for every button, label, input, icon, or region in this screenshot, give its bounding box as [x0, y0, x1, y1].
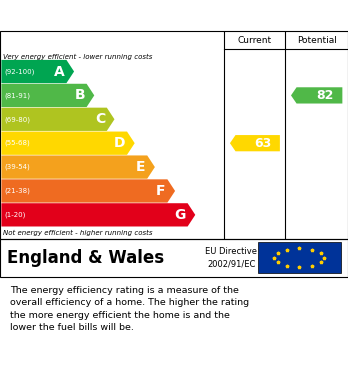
Text: Potential: Potential [297, 36, 337, 45]
Polygon shape [230, 135, 280, 151]
Polygon shape [1, 156, 155, 179]
Text: Very energy efficient - lower running costs: Very energy efficient - lower running co… [3, 54, 153, 60]
Text: C: C [95, 112, 105, 126]
Text: 63: 63 [255, 137, 272, 150]
Text: E: E [136, 160, 145, 174]
Text: F: F [156, 184, 166, 198]
Text: (1-20): (1-20) [4, 212, 25, 218]
Text: D: D [114, 136, 125, 150]
Text: A: A [54, 65, 65, 79]
Bar [258, 242, 341, 273]
Text: England & Wales: England & Wales [7, 249, 164, 267]
Polygon shape [1, 203, 195, 226]
Text: G: G [174, 208, 186, 222]
Polygon shape [1, 108, 114, 131]
Text: B: B [74, 88, 85, 102]
Text: Current: Current [238, 36, 272, 45]
Polygon shape [1, 179, 175, 203]
Text: Energy Efficiency Rating: Energy Efficiency Rating [10, 8, 221, 23]
Text: EU Directive
2002/91/EC: EU Directive 2002/91/EC [205, 247, 258, 268]
Text: (81-91): (81-91) [4, 92, 30, 99]
Polygon shape [1, 60, 74, 83]
Polygon shape [1, 84, 94, 107]
Text: (55-68): (55-68) [4, 140, 30, 147]
Text: (69-80): (69-80) [4, 116, 30, 122]
Polygon shape [1, 131, 135, 155]
Text: 82: 82 [317, 89, 334, 102]
Text: The energy efficiency rating is a measure of the
overall efficiency of a home. T: The energy efficiency rating is a measur… [10, 286, 250, 332]
Text: (39-54): (39-54) [4, 164, 30, 170]
Polygon shape [291, 87, 342, 104]
Text: (92-100): (92-100) [4, 68, 34, 75]
Text: (21-38): (21-38) [4, 188, 30, 194]
Text: Not energy efficient - higher running costs: Not energy efficient - higher running co… [3, 230, 153, 237]
